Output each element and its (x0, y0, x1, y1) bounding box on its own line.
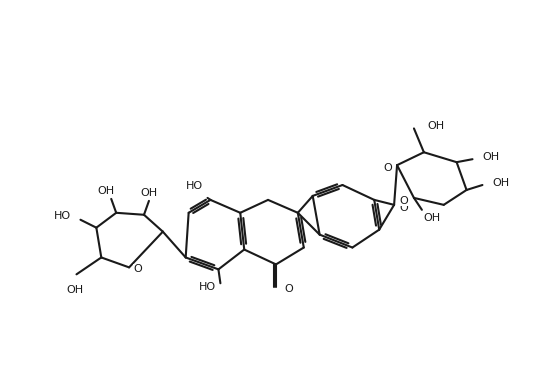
Text: OH: OH (98, 186, 115, 196)
Text: HO: HO (199, 282, 216, 292)
Text: O: O (399, 203, 408, 213)
Text: HO: HO (186, 181, 203, 191)
Text: O: O (383, 163, 392, 173)
Text: O: O (399, 196, 408, 206)
Text: OH: OH (424, 213, 441, 223)
Text: HO: HO (53, 211, 70, 221)
Text: O: O (284, 284, 293, 294)
Text: O: O (133, 265, 142, 275)
Text: OH: OH (428, 121, 445, 131)
Text: OH: OH (492, 178, 509, 188)
Text: OH: OH (141, 188, 158, 198)
Text: OH: OH (66, 285, 83, 295)
Text: OH: OH (483, 152, 500, 162)
